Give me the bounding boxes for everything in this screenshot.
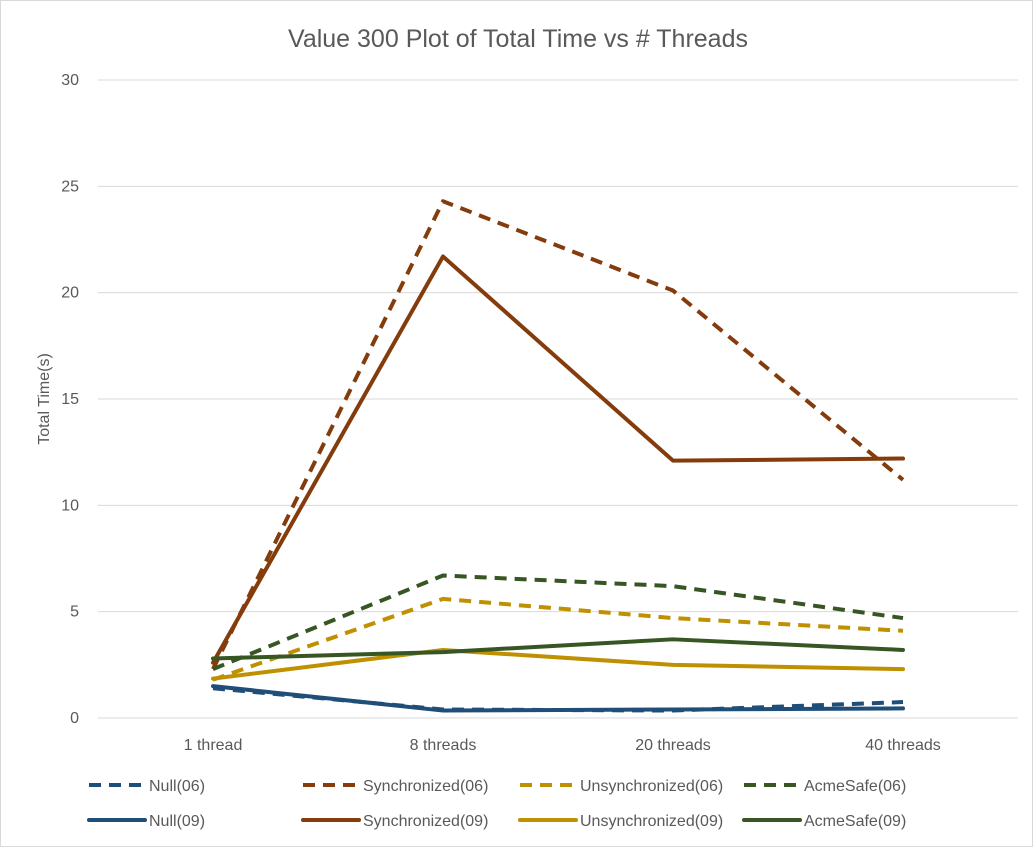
legend-item: Unsynchronized(09) [518, 813, 723, 830]
legend-item: Synchronized(06) [303, 778, 488, 795]
legend-item: Unsynchronized(06) [520, 778, 723, 795]
legend-item: Null(06) [89, 778, 205, 795]
legend-item: Null(09) [87, 813, 205, 830]
y-tick-label: 15 [61, 391, 79, 408]
y-axis-ticks: 0 5 10 15 20 25 30 [61, 72, 79, 727]
legend-label: Null(09) [149, 813, 205, 830]
y-tick-label: 25 [61, 178, 79, 195]
gridlines [98, 79, 1018, 719]
y-tick-label: 0 [70, 710, 79, 727]
legend-item: AcmeSafe(09) [742, 813, 906, 830]
y-axis-title: Total Time(s) [36, 353, 53, 445]
legend-label: Null(06) [149, 778, 205, 795]
y-tick-label: 5 [70, 604, 79, 621]
series-line-synchronized-09 [211, 254, 905, 665]
chart-title: Value 300 Plot of Total Time vs # Thread… [288, 25, 748, 53]
x-axis-ticks: 1 thread 8 threads 20 threads 40 threads [184, 737, 941, 754]
y-tick-label: 10 [61, 497, 79, 514]
legend-label: AcmeSafe(09) [804, 813, 906, 830]
series-line-acmesafe-06 [212, 573, 904, 671]
series-line-null-09 [211, 684, 905, 713]
x-tick-label: 1 thread [184, 737, 243, 754]
legend-label: Unsynchronized(06) [580, 778, 723, 795]
legend-label: AcmeSafe(06) [804, 778, 906, 795]
series-lines [211, 199, 905, 713]
series-line-unsynchronized-06 [212, 596, 904, 682]
x-tick-label: 8 threads [410, 737, 477, 754]
x-tick-label: 20 threads [635, 737, 711, 754]
legend-label: Synchronized(09) [363, 813, 488, 830]
legend-item: AcmeSafe(06) [744, 778, 906, 795]
series-line-synchronized-06 [211, 199, 905, 670]
y-tick-label: 20 [61, 285, 79, 302]
x-tick-label: 40 threads [865, 737, 941, 754]
series-line-unsynchronized-09 [211, 647, 905, 681]
y-tick-label: 30 [61, 72, 79, 89]
legend-label: Synchronized(06) [363, 778, 488, 795]
series-line-acmesafe-09 [211, 637, 905, 661]
legend-item: Synchronized(09) [301, 813, 488, 830]
legend: Null(06) Synchronized(06) Unsynchronized(0… [87, 778, 906, 830]
legend-label: Unsynchronized(09) [580, 813, 723, 830]
